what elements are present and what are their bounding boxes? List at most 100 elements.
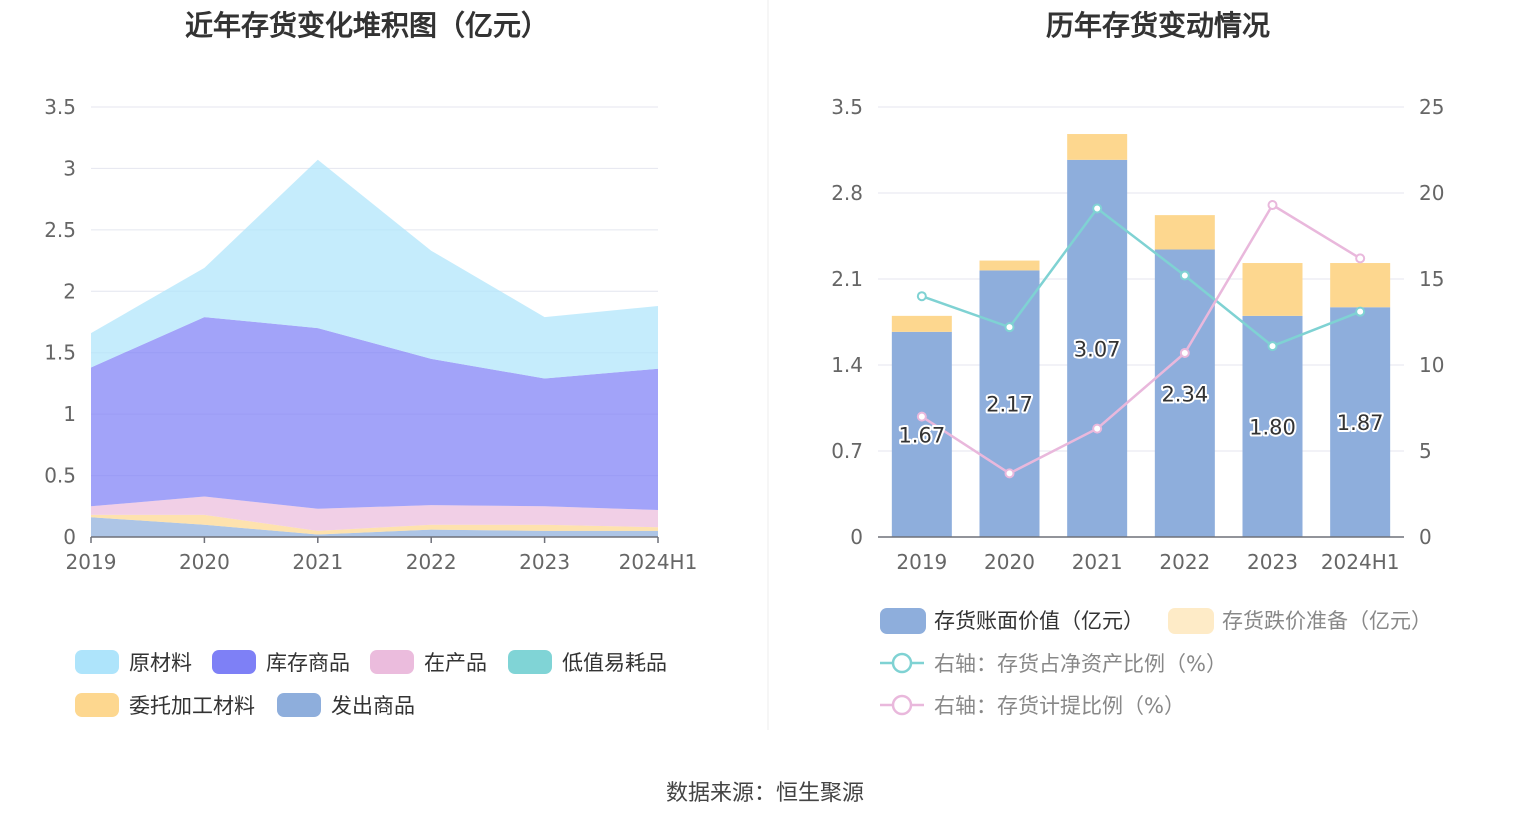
left-legend-swatch <box>75 650 119 674</box>
left-legend-label: 在产品 <box>424 651 487 675</box>
right-legend: 存货账面价值（亿元） 存货跌价准备（亿元） 右轴：存货占净资产比例（%） 右轴：存货计… <box>880 608 1432 718</box>
right-y2-tick-label: 0 <box>1419 525 1432 549</box>
area-series-4 <box>91 317 658 510</box>
left-x-tick-label: 2023 <box>519 550 570 574</box>
left-y-tick-label: 1 <box>63 402 76 426</box>
right-x-tick-label: 2019 <box>896 550 947 574</box>
left-x-tick-label: 2022 <box>406 550 457 574</box>
area-series-1 <box>91 514 658 535</box>
right-legend-swatch <box>880 608 926 634</box>
line-series-1-point <box>1004 468 1015 479</box>
left-y-tick-label: 3.5 <box>44 95 76 119</box>
right-x-tick-label: 2021 <box>1072 550 1123 574</box>
area-series-0 <box>91 517 658 537</box>
bar-series-1-bar <box>1067 134 1128 160</box>
left-legend-label: 库存商品 <box>266 651 350 675</box>
right-legend-label: 存货跌价准备（亿元） <box>1222 609 1432 633</box>
bar-series-0-bar <box>891 331 952 537</box>
right-y-tick-label: 1.4 <box>831 353 863 377</box>
bar-data-label: 1.87 <box>1337 411 1384 435</box>
right-grid: 0 0.7 1.4 2.1 2.8 3.5 0 5 10 15 20 25 <box>831 95 1444 549</box>
bar-series-0-bar <box>979 270 1040 537</box>
bar-series-0-bar <box>1154 249 1215 537</box>
line-series-0-point <box>1355 306 1366 317</box>
right-y2-tick-label: 5 <box>1419 439 1432 463</box>
bar-series-1-bar <box>1330 263 1391 308</box>
left-x-tick-label: 2024H1 <box>619 550 698 574</box>
left-legend-swatch <box>75 693 119 717</box>
area-series-3 <box>91 496 658 531</box>
right-x-tick-label: 2024H1 <box>1321 550 1400 574</box>
line-series-0-point <box>1267 341 1278 352</box>
left-legend-label: 原材料 <box>129 651 192 675</box>
area-series-5 <box>91 159 658 379</box>
line-series-0-point <box>1179 270 1190 281</box>
right-bar-labels: 1.67 2.17 3.07 2.34 1.80 1.87 <box>896 335 1385 449</box>
bar-data-label: 2.17 <box>986 393 1033 417</box>
line-series-0 <box>921 206 1361 348</box>
line-series-0-point <box>1004 322 1015 333</box>
right-y-tick-label: 0 <box>850 525 863 549</box>
bar-series-1-bar <box>979 260 1040 271</box>
right-lines <box>916 200 1366 479</box>
left-legend-swatch <box>370 650 414 674</box>
bar-series-0-bar <box>1330 307 1391 537</box>
bar-data-label: 3.07 <box>1074 337 1121 361</box>
bar-series-0-bar <box>1242 315 1303 537</box>
left-y-tick-label: 0.5 <box>44 464 76 488</box>
right-y2-tick-label: 15 <box>1419 267 1444 291</box>
left-legend-swatch <box>212 650 256 674</box>
line-series-1-point <box>1355 253 1366 264</box>
bar-data-label: 2.34 <box>1161 382 1208 406</box>
inventory-stacked-area-chart: 近年存货变化堆积图（亿元） 0 0.5 1 1.5 2 2.5 3 3.5 2019 2020 2… <box>44 9 697 718</box>
right-legend-label: 存货账面价值（亿元） <box>934 609 1144 633</box>
left-y-tick-label: 0 <box>63 525 76 549</box>
line-series-1-point <box>1092 423 1103 434</box>
line-series-1 <box>921 203 1361 475</box>
right-chart-title: 历年存货变动情况 <box>1046 9 1270 42</box>
data-source: 数据来源：恒生聚源 <box>666 781 864 806</box>
left-legend-label: 发出商品 <box>331 694 415 718</box>
left-legend-swatch <box>277 693 321 717</box>
right-y2-tick-label: 10 <box>1419 353 1444 377</box>
left-y-tick-label: 2.5 <box>44 218 76 242</box>
right-y-tick-label: 2.1 <box>831 267 863 291</box>
left-legend-label: 委托加工材料 <box>129 694 255 718</box>
right-x-tick-label: 2020 <box>984 550 1035 574</box>
line-series-0-point <box>1092 203 1103 214</box>
line-series-1-point <box>1267 200 1278 211</box>
left-legend-swatch <box>508 650 552 674</box>
right-bars <box>891 134 1391 538</box>
left-y-tick-label: 3 <box>63 156 76 180</box>
right-y-tick-label: 3.5 <box>831 95 863 119</box>
right-y2-tick-label: 25 <box>1419 95 1444 119</box>
left-x-tick-label: 2019 <box>66 550 117 574</box>
right-y-tick-label: 0.7 <box>831 439 863 463</box>
bar-series-1-bar <box>891 315 952 332</box>
bar-series-1-bar <box>1154 215 1215 250</box>
right-legend-swatch <box>1168 608 1214 634</box>
left-y-tick-label: 2 <box>63 279 76 303</box>
line-series-0-point <box>916 291 927 302</box>
line-series-1-point <box>1179 347 1190 358</box>
left-legend-label: 低值易耗品 <box>562 651 667 675</box>
right-x-tick-label: 2023 <box>1247 550 1298 574</box>
right-legend-marker <box>891 694 913 716</box>
right-y-tick-label: 2.8 <box>831 181 863 205</box>
right-legend-marker <box>891 652 913 674</box>
bar-data-label: 1.80 <box>1249 415 1296 439</box>
left-chart-title: 近年存货变化堆积图（亿元） <box>185 9 549 42</box>
bar-data-label: 1.67 <box>898 423 945 447</box>
line-series-1-point <box>916 411 927 422</box>
left-areas <box>91 159 658 537</box>
right-y2-tick-label: 20 <box>1419 181 1444 205</box>
left-y-tick-label: 1.5 <box>44 341 76 365</box>
right-legend-label: 右轴：存货计提比例（%） <box>934 694 1185 718</box>
left-axis: 2019 2020 2021 2022 2023 2024H1 <box>66 536 698 574</box>
right-legend-label: 右轴：存货占净资产比例（%） <box>934 652 1227 676</box>
right-axis: 2019 2020 2021 2022 2023 2024H1 <box>878 536 1404 574</box>
left-x-tick-label: 2020 <box>179 550 230 574</box>
inventory-change-bar-chart: 历年存货变动情况 0 0.7 1.4 2.1 2.8 3.5 0 5 10 15 20 25 1.67… <box>831 9 1444 718</box>
